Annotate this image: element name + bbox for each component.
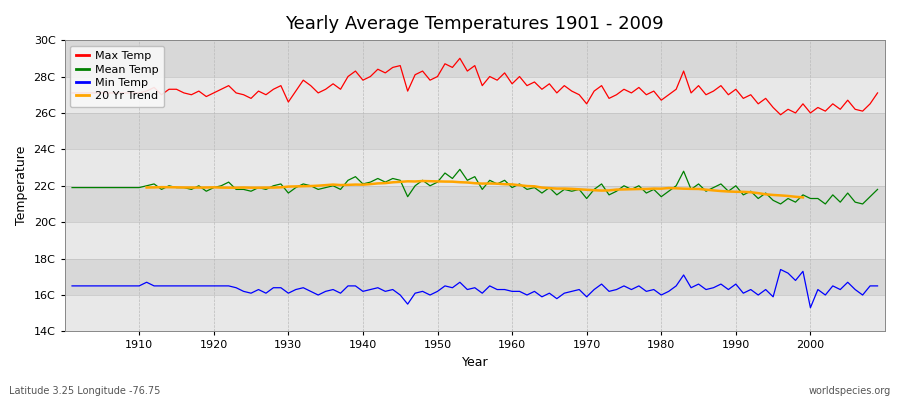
Bar <box>65 149 885 186</box>
Text: Latitude 3.25 Longitude -76.75: Latitude 3.25 Longitude -76.75 <box>9 386 160 396</box>
X-axis label: Year: Year <box>462 356 488 369</box>
Bar <box>65 222 885 258</box>
Bar <box>65 76 885 113</box>
Title: Yearly Average Temperatures 1901 - 2009: Yearly Average Temperatures 1901 - 2009 <box>285 15 664 33</box>
Bar <box>65 295 885 332</box>
Legend: Max Temp, Mean Temp, Min Temp, 20 Yr Trend: Max Temp, Mean Temp, Min Temp, 20 Yr Tre… <box>70 46 164 107</box>
Text: worldspecies.org: worldspecies.org <box>809 386 891 396</box>
Bar <box>65 40 885 76</box>
Bar <box>65 113 885 149</box>
Bar <box>65 258 885 295</box>
Bar <box>65 186 885 222</box>
Y-axis label: Temperature: Temperature <box>15 146 28 226</box>
